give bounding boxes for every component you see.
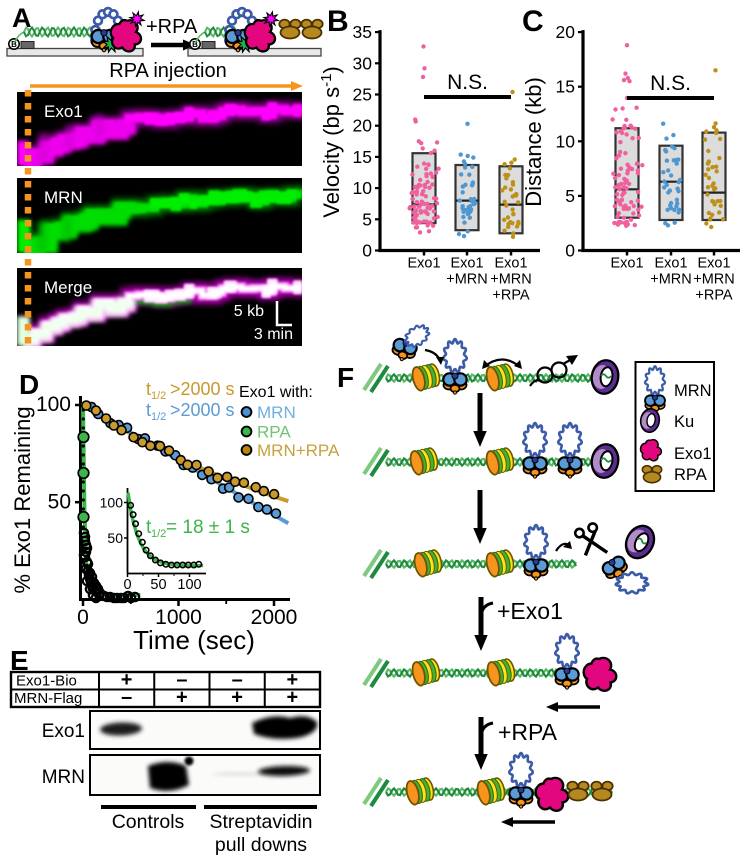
svg-text:B: B [327, 5, 349, 38]
svg-text:Exo1: Exo1 [494, 256, 527, 272]
svg-text:F: F [337, 362, 354, 393]
svg-text:50: 50 [150, 577, 166, 593]
svg-text:Time (sec): Time (sec) [133, 625, 255, 655]
svg-text:+RPA: +RPA [492, 288, 530, 304]
svg-text:5 kb: 5 kb [234, 303, 264, 320]
svg-text:50: 50 [107, 530, 123, 546]
svg-text:Ku: Ku [674, 413, 694, 431]
svg-text:RPA: RPA [674, 466, 707, 484]
svg-text:MRN-Flag: MRN-Flag [14, 690, 82, 707]
svg-text:Streptavidin: Streptavidin [210, 811, 313, 833]
svg-text:+RPA: +RPA [498, 719, 558, 745]
svg-text:A: A [12, 3, 32, 33]
svg-text:= 18 ± 1 s: = 18 ± 1 s [166, 517, 250, 538]
svg-text:RPA injection: RPA injection [109, 60, 226, 82]
svg-text:1/2: 1/2 [151, 528, 166, 540]
svg-text:C: C [522, 5, 544, 38]
svg-text:10: 10 [353, 178, 373, 198]
svg-text:+Exo1: +Exo1 [497, 598, 563, 624]
svg-text:0: 0 [123, 577, 131, 593]
svg-text:t: t [146, 517, 152, 538]
svg-text:Exo1: Exo1 [407, 256, 440, 272]
svg-text:2000: 2000 [251, 606, 298, 629]
svg-text:t: t [146, 379, 151, 399]
svg-text:pull downs: pull downs [215, 834, 307, 856]
svg-text:100: 100 [100, 495, 124, 511]
svg-text:5: 5 [565, 186, 575, 206]
svg-text:Exo1-Bio: Exo1-Bio [16, 673, 77, 690]
svg-text:+MRN: +MRN [490, 272, 532, 288]
svg-text:>2000 s: >2000 s [170, 400, 235, 420]
svg-text:MRN: MRN [674, 382, 712, 400]
svg-text:+RPA: +RPA [695, 288, 733, 304]
svg-text:Velocity (bp s-1): Velocity (bp s-1) [318, 66, 345, 218]
svg-text:t: t [146, 400, 151, 420]
svg-text:0: 0 [77, 606, 89, 629]
svg-text:+: + [231, 687, 243, 709]
svg-text:3 min: 3 min [254, 326, 293, 343]
svg-text:20: 20 [556, 22, 576, 42]
svg-text:N.S.: N.S. [650, 72, 691, 95]
svg-text:D: D [19, 369, 39, 400]
svg-text:+: + [287, 687, 299, 709]
svg-text:5: 5 [362, 209, 372, 229]
svg-text:Exo1: Exo1 [654, 256, 687, 272]
svg-text:Exo1: Exo1 [697, 256, 730, 272]
svg-text:100: 100 [177, 577, 201, 593]
svg-text:Exo1: Exo1 [44, 102, 83, 121]
svg-text:+MRN: +MRN [693, 272, 735, 288]
svg-text:35: 35 [353, 22, 372, 42]
svg-text:1000: 1000 [155, 606, 202, 629]
svg-text:Merge: Merge [44, 278, 92, 297]
svg-text:+RPA: +RPA [146, 16, 198, 38]
svg-text:0: 0 [362, 241, 372, 261]
svg-text:+: + [287, 669, 299, 691]
svg-text:–: – [232, 669, 243, 691]
svg-text:Exo1: Exo1 [610, 256, 643, 272]
svg-text:1/2: 1/2 [151, 390, 166, 402]
svg-text:MRN+RPA: MRN+RPA [257, 441, 340, 460]
svg-text:100: 100 [36, 393, 71, 416]
svg-text:MRN: MRN [257, 403, 296, 422]
svg-text:15: 15 [556, 77, 575, 97]
svg-text:RPA: RPA [257, 423, 291, 442]
svg-text:B: B [11, 40, 17, 49]
svg-text:–: – [176, 669, 187, 691]
svg-text:+: + [121, 669, 133, 691]
svg-text:25: 25 [353, 85, 372, 105]
svg-text:20: 20 [353, 116, 373, 136]
svg-text:MRN: MRN [42, 767, 85, 788]
svg-text:+MRN: +MRN [446, 272, 488, 288]
svg-text:30: 30 [353, 53, 373, 73]
svg-text:Exo1 with:: Exo1 with: [239, 384, 313, 401]
svg-text:1/2: 1/2 [151, 411, 166, 423]
svg-text:>2000 s: >2000 s [170, 379, 235, 399]
svg-text:10: 10 [556, 131, 576, 151]
svg-text:Exo1: Exo1 [674, 445, 712, 463]
svg-text:15: 15 [353, 147, 372, 167]
svg-text:% Exo1 Remaining: % Exo1 Remaining [10, 406, 35, 593]
svg-text:+: + [176, 687, 188, 709]
svg-text:B: B [192, 40, 198, 49]
svg-text:Exo1: Exo1 [450, 256, 483, 272]
svg-text:Distance (kb): Distance (kb) [521, 77, 546, 207]
svg-text:MRN: MRN [44, 188, 83, 207]
svg-text:–: – [121, 687, 132, 709]
svg-text:0: 0 [565, 241, 575, 261]
svg-text:+MRN: +MRN [650, 272, 692, 288]
svg-text:E: E [10, 645, 29, 676]
svg-text:Controls: Controls [112, 811, 185, 833]
svg-text:N.S.: N.S. [447, 71, 488, 94]
svg-text:50: 50 [48, 490, 71, 513]
svg-text:Exo1: Exo1 [42, 721, 85, 742]
